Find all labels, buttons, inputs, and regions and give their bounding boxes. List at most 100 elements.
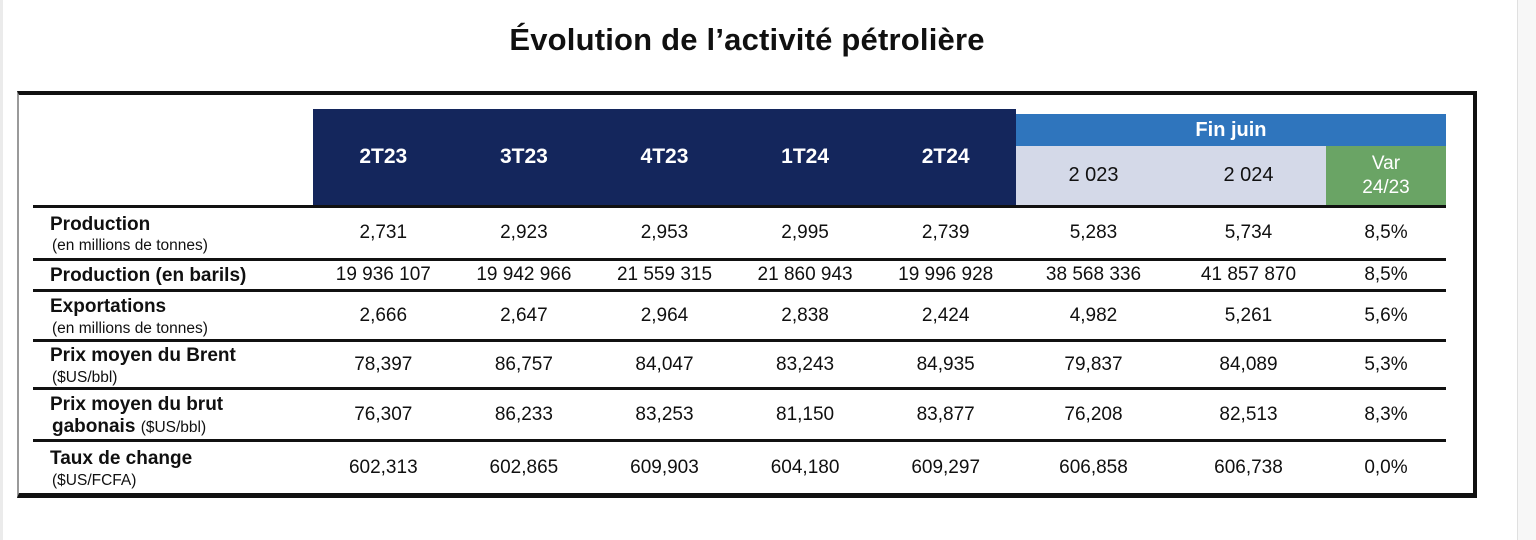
row-label: Exportations	[50, 296, 167, 318]
value-cell: 86,757	[494, 353, 553, 375]
value-cell: 19 996 928	[898, 264, 994, 285]
column-header-var: Var 24/23	[1325, 146, 1446, 205]
value-cell: 84,089	[1219, 353, 1278, 375]
row-label-cell: Prix moyen du Brent ($US/bbl)	[33, 342, 313, 387]
value-cell: 0,0%	[1364, 456, 1408, 478]
table-body: 2T23 3T23 4T23 1T24 2T24 Fin juin 2 023 …	[33, 95, 1446, 493]
value-cell: 19 942 966	[476, 264, 572, 285]
row-unit: ($US/bbl)	[52, 368, 118, 386]
value-cell: 602,313	[348, 456, 418, 478]
column-header-3t23: 3T23	[499, 145, 548, 168]
header-corner-spacer	[33, 95, 313, 205]
row-label-cell: Taux de change ($US/FCFA)	[33, 442, 313, 493]
value-cell: 606,858	[1059, 456, 1128, 478]
value-cell: 84,047	[635, 353, 694, 375]
row-sublabel: ($US/bbl)	[50, 368, 309, 387]
value-cell: 82,513	[1219, 403, 1278, 425]
value-cell: 2,923	[500, 222, 548, 243]
value-cell: 38 568 336	[1045, 264, 1142, 285]
value-cell: 83,877	[916, 403, 975, 425]
value-cell: 5,3%	[1364, 353, 1408, 375]
row-unit: (en millions de tonnes)	[52, 319, 208, 337]
value-cell: 84,935	[916, 353, 975, 375]
value-cell: 41 857 870	[1200, 264, 1297, 285]
column-header-2t24: 2T24	[921, 145, 970, 168]
row-label-cell: Exportations (en millions de tonnes)	[33, 292, 313, 339]
row-label: Prix moyen du Brent	[50, 345, 236, 367]
value-cell: 2,995	[781, 222, 829, 243]
value-cell: 2,953	[640, 222, 689, 243]
value-cell: 2,838	[781, 304, 829, 326]
value-cell: 2,739	[921, 222, 970, 243]
value-cell: 19 936 107	[335, 264, 431, 285]
value-cell: 83,243	[776, 353, 835, 375]
value-cell: 5,283	[1069, 222, 1118, 243]
value-cell: 8,5%	[1364, 264, 1408, 285]
column-header-1t24: 1T24	[781, 145, 830, 168]
value-cell: 5,734	[1224, 222, 1273, 243]
row-sublabel: (en millions de tonnes)	[50, 236, 309, 255]
row-label: Production	[50, 213, 151, 235]
fin-juin-subheaders: 2 023 2 024 Var 24/23	[1015, 146, 1446, 205]
row-label: Prix moyen du brut	[50, 393, 224, 415]
value-cell: 609,297	[911, 456, 981, 478]
value-cell: 602,865	[489, 456, 559, 478]
page-right-edge	[1517, 0, 1536, 540]
table-row: Taux de change ($US/FCFA) 602,313 602,865 60…	[33, 442, 1446, 493]
value-cell: 2,731	[359, 222, 408, 243]
value-cell: 21 860 943	[757, 264, 853, 285]
value-cell: 8,5%	[1364, 222, 1408, 243]
var-label-line1: Var	[1371, 153, 1401, 175]
column-header-2024: 2 024	[1170, 146, 1326, 205]
row-label: Taux de change	[50, 448, 193, 470]
table-row: Prix moyen du brut gabonais ($US/bbl) 76,3…	[33, 390, 1446, 442]
value-cell: 79,837	[1064, 353, 1123, 375]
row-unit: (en millions de tonnes)	[52, 237, 208, 255]
value-cell: 4,982	[1069, 304, 1118, 326]
value-cell: 609,903	[630, 456, 699, 478]
value-cell: 2,964	[640, 304, 689, 326]
column-header-4t23: 4T23	[640, 145, 689, 168]
petroleum-activity-table: 2T23 3T23 4T23 1T24 2T24 Fin juin 2 023 …	[17, 91, 1477, 498]
value-cell: 5,6%	[1364, 304, 1408, 326]
column-header-2t23: 2T23	[359, 145, 408, 168]
row-label-continued: gabonais	[52, 416, 141, 437]
page-title: Évolution de l’activité pétrolière	[509, 22, 985, 57]
table-header-row: 2T23 3T23 4T23 1T24 2T24 Fin juin 2 023 …	[33, 95, 1446, 208]
table-row: Production (en millions de tonnes) 2,731 2,…	[33, 208, 1446, 261]
value-cell: 76,208	[1064, 403, 1123, 425]
quarter-header-band: 2T23 3T23 4T23 1T24 2T24	[313, 109, 1016, 205]
table-row: Prix moyen du Brent ($US/bbl) 78,397 86,757…	[33, 342, 1446, 390]
row-label: Production (en barils)	[50, 265, 247, 287]
table-rows: Production (en millions de tonnes) 2,731 2,…	[33, 208, 1446, 493]
column-header-2023: 2 023	[1015, 146, 1171, 205]
row-sublabel: (en millions de tonnes)	[50, 319, 309, 338]
value-cell: 81,150	[776, 403, 835, 425]
table-row: Production (en barils) 19 936 107 19 942 9…	[33, 261, 1446, 292]
value-cell: 2,424	[921, 304, 970, 326]
value-cell: 8,3%	[1364, 403, 1408, 425]
value-cell: 2,647	[500, 304, 548, 326]
table-row: Exportations (en millions de tonnes) 2,666…	[33, 292, 1446, 342]
fin-juin-band: Fin juin	[1015, 114, 1446, 146]
row-sublabel: gabonais ($US/bbl)	[50, 416, 309, 438]
value-cell: 83,253	[635, 403, 694, 425]
value-cell: 86,233	[494, 403, 553, 425]
value-cell: 606,738	[1214, 456, 1283, 478]
page-left-edge	[0, 0, 3, 540]
value-cell: 78,397	[354, 353, 413, 375]
row-label-cell: Production (en millions de tonnes)	[33, 208, 313, 258]
value-cell: 2,666	[359, 304, 408, 326]
row-label-cell: Production (en barils)	[33, 261, 313, 289]
value-cell: 21 559 315	[616, 264, 713, 285]
value-cell: 5,261	[1224, 304, 1273, 326]
value-cell: 76,307	[354, 403, 413, 425]
row-sublabel: ($US/FCFA)	[50, 471, 309, 490]
row-unit: ($US/FCFA)	[52, 471, 137, 489]
var-label-line2: 24/23	[1362, 176, 1410, 198]
value-cell: 604,180	[770, 456, 840, 478]
fin-juin-header-group: Fin juin 2 023 2 024 Var 24/23	[1015, 114, 1446, 205]
row-unit: ($US/bbl)	[140, 419, 207, 436]
row-label-cell: Prix moyen du brut gabonais ($US/bbl)	[33, 390, 313, 439]
